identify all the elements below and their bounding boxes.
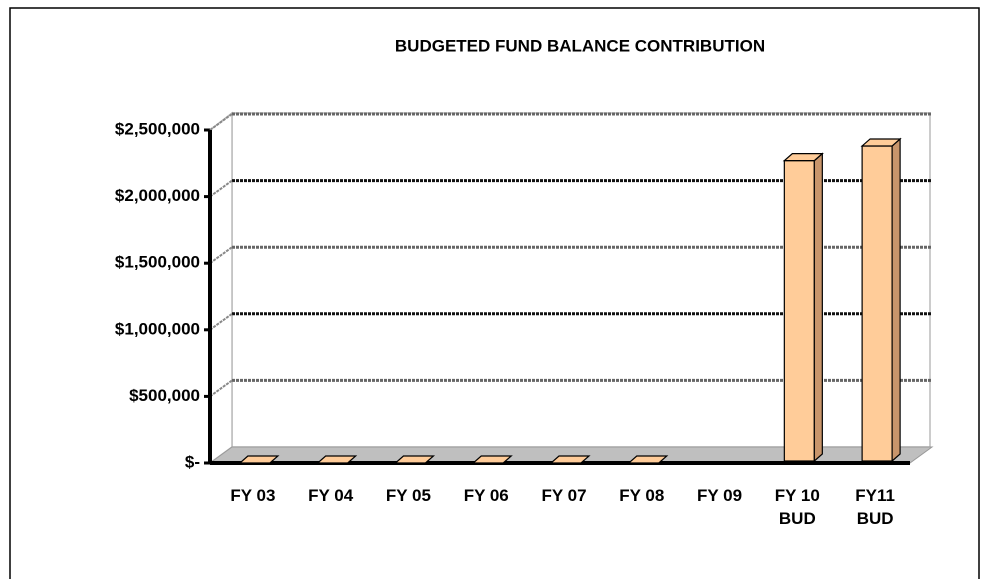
bar [238,455,280,464]
bar [316,455,358,464]
x-tick-label: FY11 BUD [855,486,895,528]
bar-top [627,455,669,464]
bar-top [316,455,358,464]
side-wall [209,111,233,465]
grid-line [209,312,233,331]
y-tick-label: $500,000 [129,386,200,405]
bar [549,455,591,464]
bar [860,137,902,463]
bar-top [860,138,902,147]
x-tick-label: FY 08 [619,486,664,505]
bar-top [393,455,436,464]
bar-top [549,455,591,464]
y-tick-label: $2,500,000 [115,119,200,138]
bar [471,455,513,464]
grid-line [209,179,233,198]
bar-top [471,455,513,464]
x-tick-label: FY 04 [308,486,354,505]
bar [782,152,824,463]
bar-front [783,160,815,462]
x-tick-label: FY 07 [541,486,586,505]
grid-line [209,379,233,398]
bar-side [891,137,901,463]
y-tick-label: $1,000,000 [115,319,200,338]
bar-top [782,153,824,162]
y-tick-label: $2,000,000 [115,186,200,205]
chart-title: BUDGETED FUND BALANCE CONTRIBUTION [395,36,765,55]
x-tick-label: FY 10 BUD [775,486,820,528]
bar-side [813,152,823,463]
bar-front [861,145,893,462]
bar [393,455,436,464]
grid-line [209,113,233,131]
y-tick-label: $1,500,000 [115,253,200,272]
back-wall [231,112,931,448]
bar [627,455,669,464]
x-tick-label: FY 05 [386,486,431,505]
bar-top [238,455,280,464]
x-tick-label: FY 03 [230,486,275,505]
grid-line [209,246,233,265]
y-tick-label: $- [185,452,200,471]
x-tick-label: FY 09 [697,486,742,505]
x-tick-label: FY 06 [464,486,509,505]
